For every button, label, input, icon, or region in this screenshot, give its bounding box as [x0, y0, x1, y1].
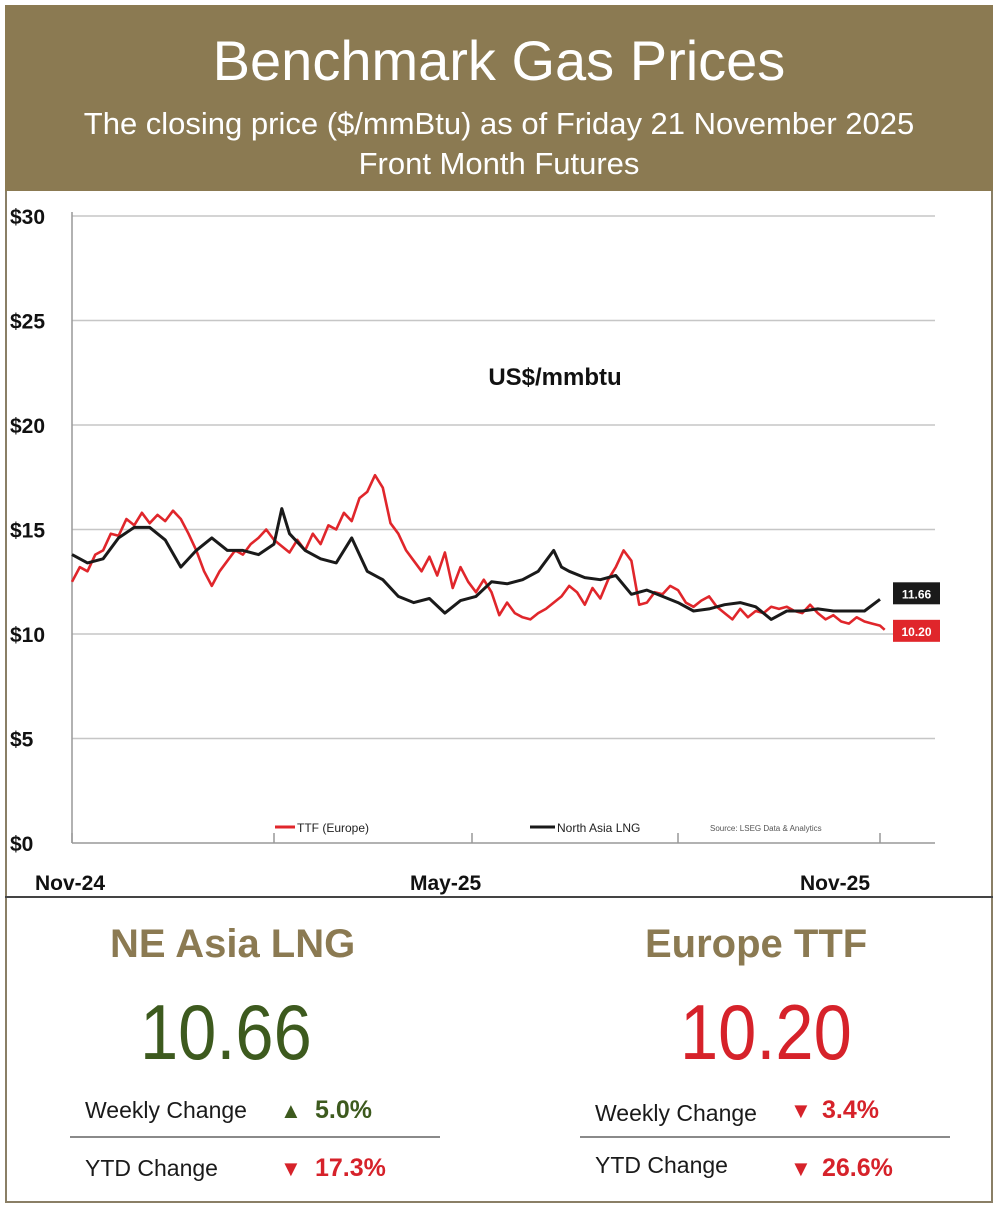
asia-row-divider [70, 1136, 440, 1138]
asia-lng-heading: NE Asia LNG [110, 922, 356, 966]
asia-weekly-label: Weekly Change [85, 1097, 247, 1123]
europe-weekly-label: Weekly Change [595, 1100, 757, 1126]
infographic-frame [5, 5, 993, 1203]
chart-title: US$/mmbtu [488, 364, 621, 391]
series-line-ttf [70, 473, 886, 631]
x-tick-label: May-25 [410, 872, 482, 895]
asia-ytd-change: 17.3% [315, 1154, 386, 1182]
y-tick-label: $0 [10, 833, 33, 856]
page-subtitle-2: Front Month Futures [358, 146, 640, 181]
europe-ytd-label: YTD Change [595, 1152, 728, 1178]
series-line-lng [71, 507, 881, 621]
end-badge-lng [893, 582, 940, 605]
europe-weekly-down-icon: ▼ [790, 1098, 812, 1123]
asia-weekly-up-icon: ▲ [280, 1098, 302, 1123]
y-tick-label: $15 [10, 520, 45, 543]
end-label-ttf: 10.20 [901, 625, 931, 639]
asia-weekly-change: 5.0% [315, 1096, 372, 1124]
chart-legend: TTF (Europe) North Asia LNG Source: LSEG… [275, 821, 822, 835]
page-subtitle: The closing price ($/mmBtu) as of Friday… [83, 106, 915, 141]
legend-label-ttf: TTF (Europe) [297, 821, 369, 835]
x-axis: Nov-24 May-25 Nov-25 [35, 833, 935, 895]
asia-ytd-label: YTD Change [85, 1155, 218, 1181]
end-label-lng: 11.66 [902, 587, 932, 601]
section-divider [5, 896, 993, 898]
asia-lng-price: 10.66 [140, 988, 312, 1076]
chart-end-labels: 10.20 11.66 [893, 582, 940, 642]
y-tick-label: $25 [10, 311, 45, 334]
europe-ytd-down-icon: ▼ [790, 1156, 812, 1181]
x-tick-label: Nov-24 [35, 872, 105, 895]
asia-ytd-down-icon: ▼ [280, 1156, 302, 1181]
y-tick-label: $10 [10, 624, 45, 647]
chart-series [70, 473, 886, 631]
page-title: Benchmark Gas Prices [212, 29, 786, 92]
y-axis: $0 $5 $10 $15 $20 $25 $30 [10, 206, 73, 856]
header-banner: Benchmark Gas Prices The closing price (… [5, 5, 993, 191]
europe-ttf-heading: Europe TTF [645, 922, 868, 966]
europe-ttf-price: 10.20 [680, 988, 852, 1076]
europe-weekly-change: 3.4% [822, 1096, 879, 1124]
chart-source: Source: LSEG Data & Analytics [710, 824, 822, 833]
chart-gridlines [72, 215, 935, 740]
x-tick-label: Nov-25 [800, 872, 870, 895]
price-chart: $0 $5 $10 $15 $20 $25 $30 Nov-24 May-25 Nov-25 U… [10, 206, 940, 895]
europe-row-divider [580, 1136, 950, 1138]
europe-ytd-change: 26.6% [822, 1154, 893, 1182]
y-tick-label: $30 [10, 206, 45, 229]
legend-label-lng: North Asia LNG [557, 821, 640, 835]
y-tick-label: $5 [10, 729, 34, 752]
end-badge-ttf [893, 619, 940, 642]
y-tick-label: $20 [10, 415, 45, 438]
